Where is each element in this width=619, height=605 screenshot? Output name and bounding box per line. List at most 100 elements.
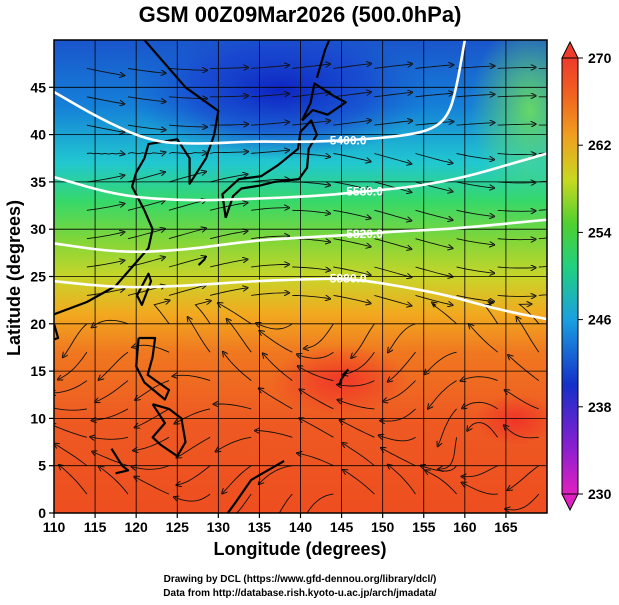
streamline xyxy=(59,351,88,379)
colorbar-bar xyxy=(561,57,579,495)
y-tick-label: 20 xyxy=(30,316,46,332)
streamline xyxy=(224,353,252,381)
x-tick-label: 135 xyxy=(248,519,272,535)
streamline xyxy=(456,66,494,68)
streamline xyxy=(133,466,170,470)
streamline xyxy=(168,229,205,240)
coastline xyxy=(135,336,171,401)
streamline xyxy=(538,265,547,268)
streamline xyxy=(538,180,547,183)
x-axis-label: Longitude (degrees) xyxy=(213,539,386,559)
x-tick-label: 145 xyxy=(330,519,354,535)
streamline xyxy=(462,377,498,381)
coastline xyxy=(226,460,285,513)
streamline xyxy=(538,237,547,240)
streamline xyxy=(468,422,499,438)
y-tick-label: 30 xyxy=(30,221,46,237)
streamline xyxy=(429,380,457,408)
streamline xyxy=(292,121,329,126)
streamline xyxy=(415,209,452,220)
credit-drawing: Drawing by DCL (https://www.gfd-dennou.o… xyxy=(164,574,437,585)
streamline xyxy=(456,266,494,273)
contour-line xyxy=(54,277,547,321)
streamline xyxy=(333,153,369,162)
streamline xyxy=(456,209,494,216)
streamline xyxy=(127,96,165,102)
streamline xyxy=(470,325,498,353)
contour-label: 5580.0 xyxy=(346,184,383,198)
y-tick-label: 15 xyxy=(30,363,46,379)
streamline xyxy=(518,304,540,325)
streamline xyxy=(127,67,165,73)
x-axis: 110 115 120 125 130 135 140 145 150 155 160 165 xyxy=(43,513,518,535)
coastline xyxy=(136,272,153,306)
colorbar-tick-label: 270 xyxy=(588,50,612,66)
streamline xyxy=(338,380,375,386)
streamline xyxy=(99,351,129,379)
streamline xyxy=(251,65,288,69)
streamline xyxy=(497,124,535,125)
streamline xyxy=(292,266,329,270)
streamline xyxy=(259,465,293,484)
contour-line xyxy=(54,40,467,145)
x-tick-label: 110 xyxy=(43,519,66,535)
streamline xyxy=(415,181,452,192)
streamline xyxy=(55,444,88,467)
streamline xyxy=(210,96,247,97)
streamline xyxy=(251,94,288,98)
streamline xyxy=(86,67,123,75)
streamline xyxy=(456,153,494,160)
streamline xyxy=(415,294,452,305)
credit-data: Data from http://database.rish.kyoto-u.a… xyxy=(163,588,437,599)
streamline xyxy=(177,436,211,457)
streamline xyxy=(374,238,410,249)
streamline xyxy=(168,68,206,70)
streamline xyxy=(538,209,547,211)
coastline xyxy=(110,448,130,475)
streamline xyxy=(127,201,164,211)
contour-line xyxy=(54,218,547,254)
streamline xyxy=(374,181,410,192)
streamline xyxy=(374,64,411,69)
streamline xyxy=(174,375,211,382)
streamline xyxy=(299,367,334,382)
streamline xyxy=(415,238,452,248)
streamline xyxy=(100,467,129,495)
streamline xyxy=(374,121,411,126)
x-tick-label: 165 xyxy=(494,519,518,535)
streamline xyxy=(93,408,129,421)
streamline xyxy=(153,301,169,325)
streamline xyxy=(333,92,370,98)
x-tick-label: 120 xyxy=(124,519,148,535)
streamline xyxy=(538,294,547,296)
streamline xyxy=(298,351,334,358)
streamline xyxy=(298,453,334,467)
streamline xyxy=(415,266,452,277)
streamline xyxy=(389,351,416,381)
streamline xyxy=(456,181,494,188)
streamline xyxy=(384,380,416,402)
streamline xyxy=(333,294,369,303)
streamline xyxy=(415,122,453,126)
streamline xyxy=(86,124,123,132)
colorbar: 230 238 246 254 262 270 xyxy=(561,40,612,512)
streamline xyxy=(497,210,535,211)
streamline xyxy=(263,354,293,381)
streamline xyxy=(60,466,88,495)
streamline xyxy=(127,124,165,130)
streamline xyxy=(227,320,252,353)
x-tick-label: 140 xyxy=(289,519,313,535)
streamline xyxy=(497,154,535,155)
geopotential-contours: 5400.0 5580.0 5820.0 5880.0 xyxy=(54,40,547,321)
streamline xyxy=(497,239,535,240)
streamline xyxy=(415,153,452,164)
streamline xyxy=(93,319,129,327)
streamline xyxy=(333,266,369,275)
colorbar-tick-label: 246 xyxy=(588,312,612,328)
streamline xyxy=(300,390,334,410)
streamline xyxy=(251,179,288,183)
coastline xyxy=(315,40,331,79)
streamline xyxy=(260,389,293,410)
streamline xyxy=(209,288,246,296)
plot-area: 5400.0 5580.0 5820.0 5880.0 xyxy=(54,40,547,513)
